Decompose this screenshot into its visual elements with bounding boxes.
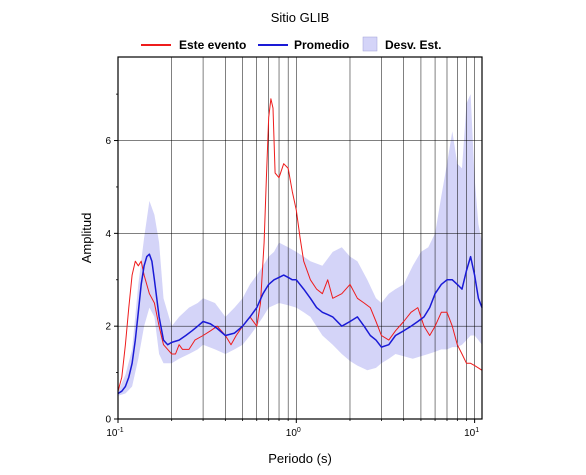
x-axis-label: Periodo (s) (268, 451, 332, 466)
legend-swatch-band (362, 36, 378, 52)
legend-label-event: Este evento (179, 38, 246, 52)
std-dev-band (118, 94, 482, 396)
legend: Este evento Promedio Desv. Est. (141, 36, 441, 52)
y-axis-label: Amplitud (79, 213, 94, 264)
legend-label-band: Desv. Est. (385, 38, 441, 52)
x-tick-label: 101 (464, 427, 479, 439)
y-tick-label: 0 (105, 415, 111, 426)
x-tick-label: 100 (286, 427, 301, 439)
chart-title: Sitio GLIB (271, 10, 330, 25)
y-tick-label: 2 (105, 322, 111, 333)
legend-label-mean: Promedio (294, 38, 349, 52)
x-tick-label: 10-1 (106, 427, 123, 439)
y-tick-label: 6 (105, 136, 111, 147)
series-line-event (117, 98, 483, 392)
y-tick-label: 4 (105, 229, 111, 240)
series-line-mean (117, 253, 483, 395)
plot-frame (117, 56, 483, 420)
